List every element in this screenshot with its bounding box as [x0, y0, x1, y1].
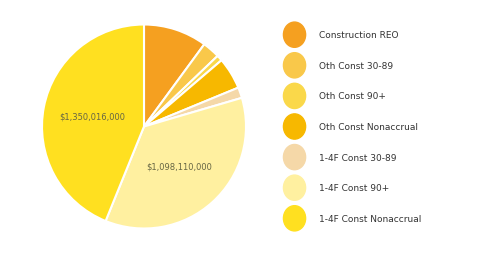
- Circle shape: [283, 114, 306, 139]
- Circle shape: [283, 23, 306, 48]
- Wedge shape: [144, 45, 217, 127]
- Wedge shape: [144, 57, 222, 127]
- Circle shape: [283, 206, 306, 231]
- Wedge shape: [106, 99, 246, 229]
- Circle shape: [283, 145, 306, 170]
- Wedge shape: [144, 61, 238, 127]
- Text: 1-4F Const 30-89: 1-4F Const 30-89: [319, 153, 396, 162]
- Text: Oth Const Nonaccrual: Oth Const Nonaccrual: [319, 122, 418, 132]
- Text: Oth Const 30-89: Oth Const 30-89: [319, 61, 393, 71]
- Circle shape: [283, 175, 306, 200]
- Text: Construction REO: Construction REO: [319, 31, 398, 40]
- Text: Oth Const 90+: Oth Const 90+: [319, 92, 385, 101]
- Text: 1-4F Const Nonaccrual: 1-4F Const Nonaccrual: [319, 214, 421, 223]
- Wedge shape: [144, 25, 204, 127]
- Circle shape: [283, 84, 306, 109]
- Wedge shape: [144, 88, 242, 127]
- Text: $1,350,016,000: $1,350,016,000: [59, 112, 125, 121]
- Circle shape: [283, 53, 306, 78]
- Text: 1-4F Const 90+: 1-4F Const 90+: [319, 183, 389, 193]
- Wedge shape: [42, 25, 144, 221]
- Text: $1,098,110,000: $1,098,110,000: [146, 162, 213, 171]
